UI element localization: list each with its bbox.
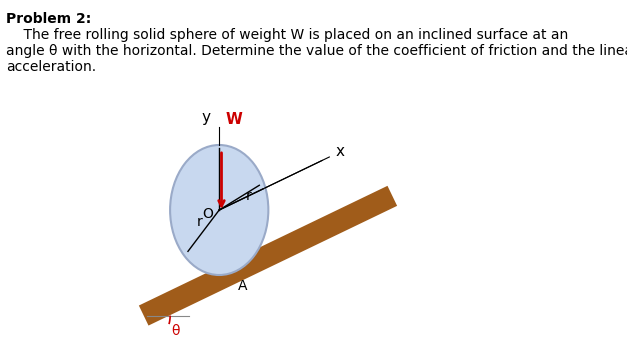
Text: Problem 2:: Problem 2:: [6, 12, 92, 26]
Circle shape: [170, 145, 268, 275]
Text: r: r: [196, 215, 202, 229]
Text: O: O: [203, 207, 213, 221]
Text: W: W: [225, 112, 242, 127]
Text: angle θ with the horizontal. Determine the value of the coefficient of friction : angle θ with the horizontal. Determine t…: [6, 44, 627, 58]
Text: θ: θ: [172, 324, 180, 338]
Text: A: A: [238, 279, 248, 293]
Text: y: y: [201, 110, 210, 125]
Text: The free rolling solid sphere of weight W is placed on an inclined surface at an: The free rolling solid sphere of weight …: [6, 28, 568, 42]
Text: r: r: [246, 189, 252, 203]
Text: x: x: [335, 145, 344, 159]
Text: acceleration.: acceleration.: [6, 60, 96, 74]
